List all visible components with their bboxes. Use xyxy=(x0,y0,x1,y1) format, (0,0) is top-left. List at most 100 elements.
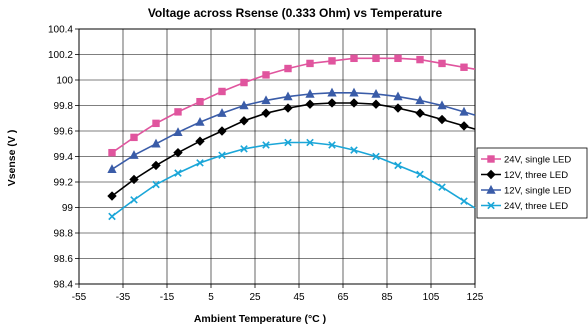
data-point-x xyxy=(240,145,248,153)
series-group xyxy=(107,54,476,221)
data-point-x xyxy=(416,170,424,179)
data-point-triangle xyxy=(217,108,227,117)
data-point-square xyxy=(262,71,270,79)
data-point-triangle xyxy=(151,138,161,148)
data-point-triangle xyxy=(283,91,293,101)
data-point-square xyxy=(130,133,138,142)
y-tick-label: 98.8 xyxy=(54,229,74,240)
y-tick-label: 100.4 xyxy=(48,25,73,36)
legend-label: 12V, single LED xyxy=(504,186,571,197)
data-point-triangle xyxy=(459,106,469,116)
grid xyxy=(78,28,476,285)
x-tick-label: 105 xyxy=(423,292,440,303)
data-point-triangle xyxy=(349,87,359,97)
data-point-diamond xyxy=(261,108,271,118)
data-point-triangle xyxy=(173,127,183,136)
data-point-square xyxy=(372,54,380,63)
legend-item: 24V, single LED xyxy=(481,155,571,166)
legend-label: 24V, single LED xyxy=(504,155,571,166)
x-tick-label: 25 xyxy=(249,292,261,303)
data-point-square xyxy=(284,64,292,73)
data-point-x xyxy=(262,141,270,149)
data-point-square xyxy=(240,78,248,87)
legend-label: 12V, three LED xyxy=(504,170,568,181)
data-point-triangle xyxy=(261,95,271,105)
data-point-diamond xyxy=(393,103,403,113)
series-line xyxy=(111,141,476,218)
data-point-diamond xyxy=(129,174,139,185)
x-tick-label: 45 xyxy=(293,292,305,303)
data-point-x xyxy=(306,138,314,147)
series-24v-three-led xyxy=(108,138,476,221)
legend-item: 12V, single LED xyxy=(481,184,571,197)
data-point-triangle xyxy=(371,88,381,98)
data-point-diamond xyxy=(195,136,205,146)
data-point-square xyxy=(196,97,204,106)
data-point-square xyxy=(350,54,358,63)
data-point-square xyxy=(218,87,226,96)
y-axis-title: Vsense (V ) xyxy=(6,130,18,187)
y-tick-label: 99.4 xyxy=(54,152,74,163)
data-point-x xyxy=(460,197,468,205)
legend: 24V, single LED 12V, three LED 12V, single… xyxy=(476,147,588,219)
y-tick-label: 99.2 xyxy=(54,178,74,189)
data-point-square xyxy=(306,59,314,68)
data-point-x xyxy=(438,183,446,191)
data-point-diamond xyxy=(151,160,161,171)
x-tick-label: -55 xyxy=(72,292,87,303)
data-point-x xyxy=(372,152,380,161)
data-point-x xyxy=(394,161,402,170)
x-tick-label: 5 xyxy=(208,292,214,303)
data-point-square xyxy=(108,148,116,157)
x-axis-ticks: -55 -35 -15 5 25 45 65 85 105 125 xyxy=(72,284,484,303)
data-point-triangle xyxy=(195,117,205,126)
data-point-triangle xyxy=(393,91,403,101)
data-point-diamond xyxy=(283,103,293,113)
y-axis-ticks: 98.4 98.6 98.8 99 99.2 99.4 99.6 99.8 100 100.2 10… xyxy=(48,25,79,291)
data-point-diamond xyxy=(415,108,425,118)
data-point-x xyxy=(487,201,495,210)
data-point-x xyxy=(196,159,204,167)
data-point-diamond xyxy=(239,116,249,126)
data-point-x xyxy=(108,212,116,221)
data-point-diamond xyxy=(486,169,496,180)
x-tick-label: 125 xyxy=(467,292,484,303)
data-point-diamond xyxy=(173,147,183,158)
x-tick-label: 85 xyxy=(381,292,393,303)
y-tick-label: 98.4 xyxy=(54,280,74,291)
data-point-triangle xyxy=(239,100,249,110)
data-point-square xyxy=(394,54,402,63)
y-tick-label: 99.6 xyxy=(54,127,74,138)
data-point-triangle xyxy=(305,88,315,98)
data-point-x xyxy=(130,196,138,204)
x-tick-label: -35 xyxy=(116,292,131,303)
legend-item: 12V, three LED xyxy=(481,169,568,181)
data-point-x xyxy=(218,151,226,159)
y-tick-label: 100.2 xyxy=(48,50,73,61)
data-point-square xyxy=(460,63,468,71)
data-point-diamond xyxy=(371,99,381,109)
data-point-square xyxy=(416,55,424,64)
data-point-triangle xyxy=(327,87,337,97)
data-point-triangle xyxy=(415,95,425,105)
series-line xyxy=(111,102,476,197)
data-point-square xyxy=(328,57,336,65)
data-point-triangle xyxy=(486,184,496,194)
data-point-x xyxy=(174,169,182,177)
data-point-square xyxy=(174,108,182,116)
x-tick-label: -15 xyxy=(160,292,175,303)
data-point-diamond xyxy=(327,98,337,108)
data-point-diamond xyxy=(437,114,447,125)
data-point-x xyxy=(152,180,160,189)
data-point-diamond xyxy=(217,126,227,136)
series-24v-single-led xyxy=(108,54,476,157)
chart-title: Voltage across Rsense (0.333 Ohm) vs Tem… xyxy=(148,6,443,20)
data-point-diamond xyxy=(349,98,359,108)
y-tick-label: 99 xyxy=(62,203,74,214)
series-12v-single-led xyxy=(107,87,476,173)
data-point-square xyxy=(152,119,160,128)
data-point-square xyxy=(487,155,495,163)
data-point-x xyxy=(328,141,336,149)
